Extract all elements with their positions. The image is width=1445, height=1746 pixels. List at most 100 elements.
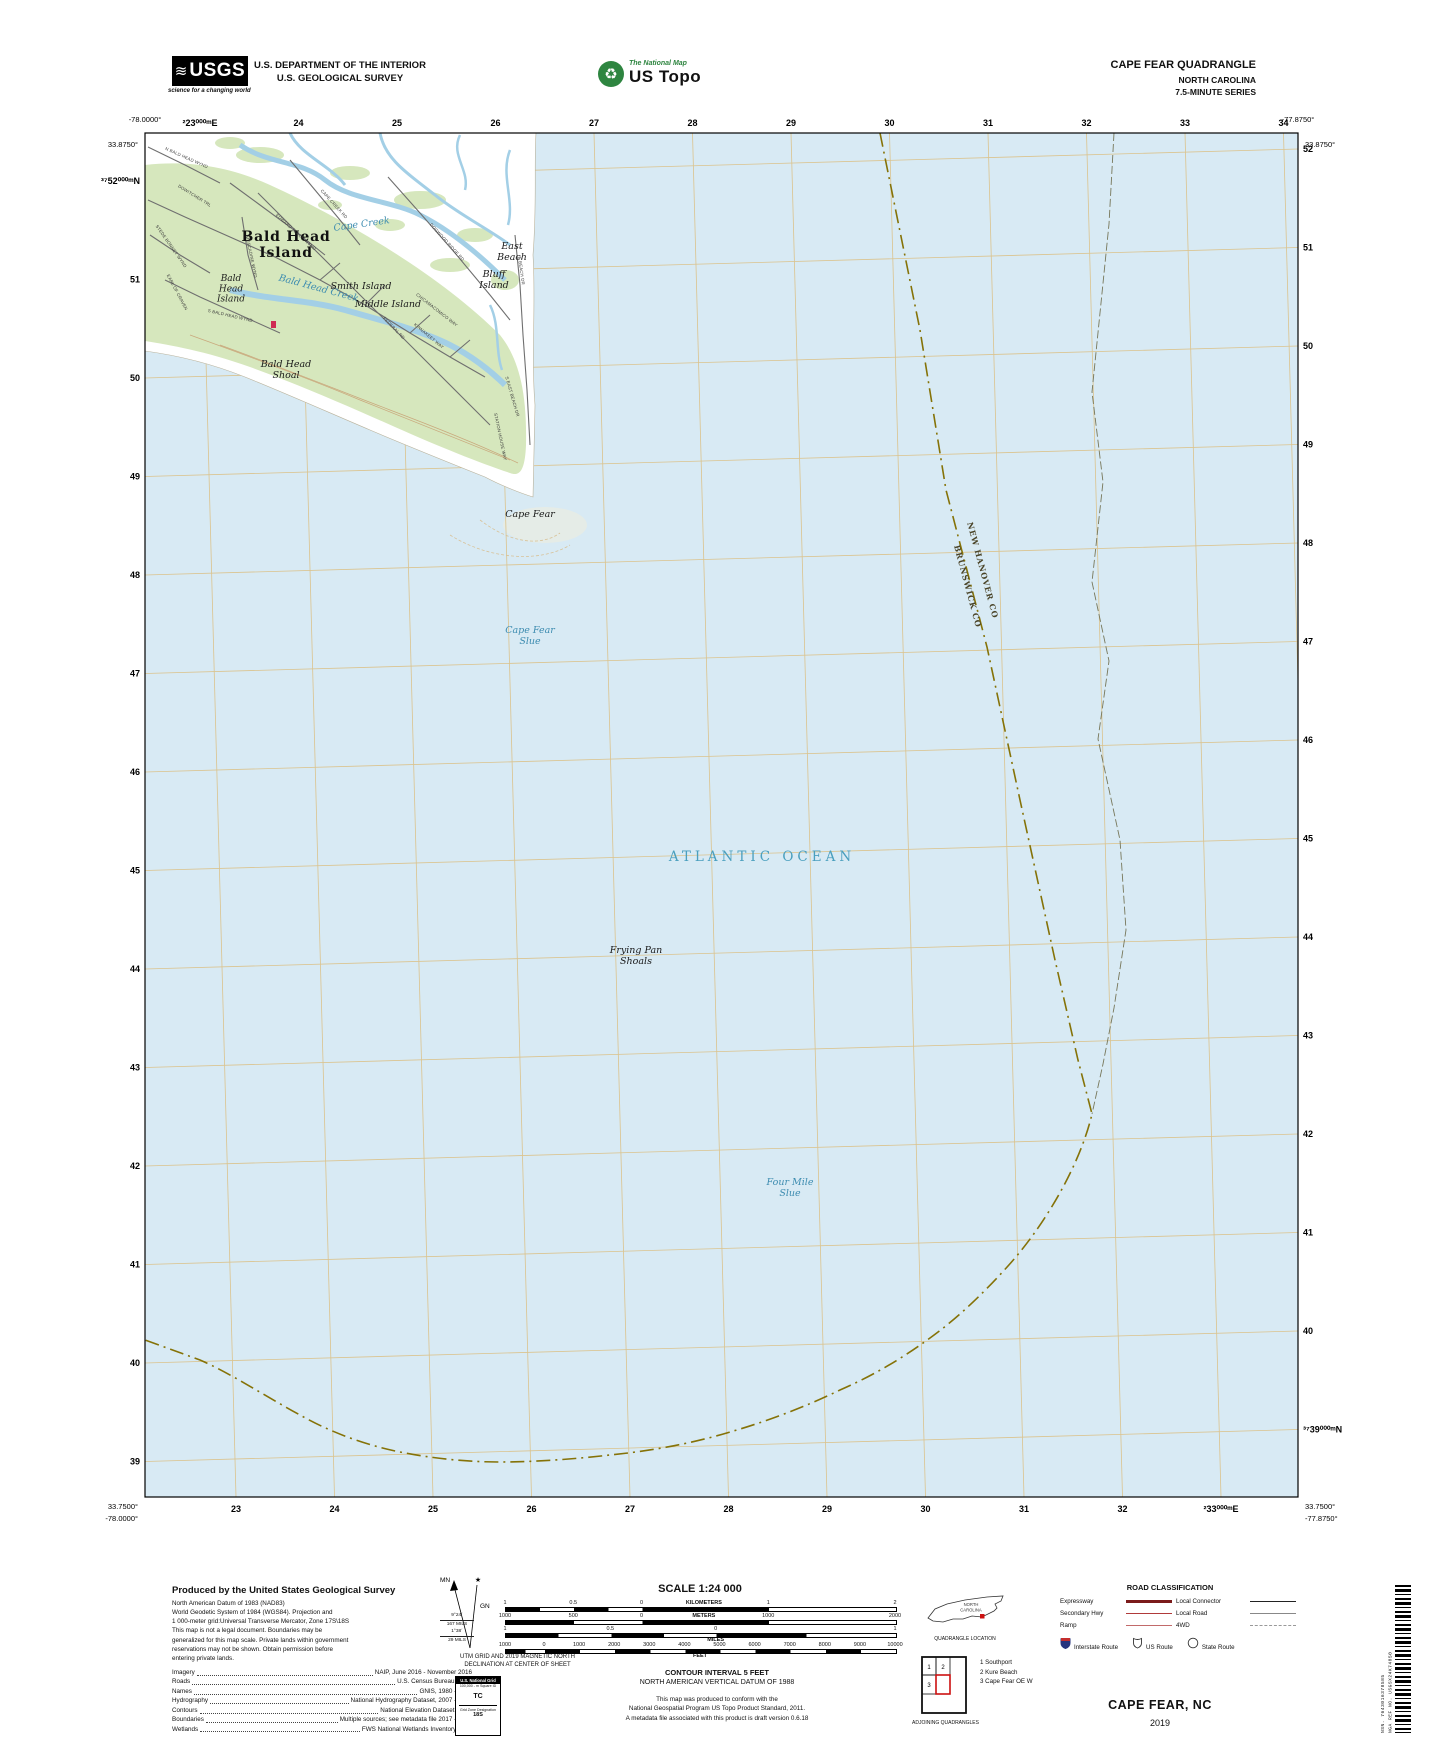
grid-line <box>145 542 1298 576</box>
scale-tick-label: 4000 <box>678 1642 691 1648</box>
roadclass-label: Local Connector <box>1176 1598 1222 1605</box>
producer-lines: North American Datum of 1983 (NAD83) Worl… <box>172 1599 472 1663</box>
roadclass-swatch <box>1126 1625 1172 1626</box>
place-label: Four Mile Slue <box>766 1177 814 1199</box>
scale-tick-label: 3000 <box>643 1642 656 1648</box>
dotted-leader <box>200 1731 360 1733</box>
place-label: Bluff Island <box>478 269 509 291</box>
contour-lines <box>189 334 519 464</box>
northing-label-left: 50 <box>130 373 140 383</box>
source-row: Roads U.S. Census Bureau, 2016 <box>172 1677 472 1686</box>
usng-divider <box>459 1705 497 1706</box>
easting-label-top: 26 <box>490 118 500 128</box>
road-network <box>147 146 531 446</box>
grid-line <box>145 1330 1298 1364</box>
grid-line <box>145 739 1298 773</box>
collar-labels: ²23⁰⁰⁰ᵐE 24 25 26 27 28 29 30 31 32 33 34 23 24 25 26 27… <box>101 115 1342 1523</box>
scale-tick-label: 1 <box>503 1600 507 1606</box>
grid-line <box>790 133 828 1497</box>
source-row: Contours National Elevation Dataset, 2008 <box>172 1706 472 1715</box>
mn-mils: 167 MILS <box>440 1619 474 1629</box>
road-classification-legend: ROAD CLASSIFICATION Expressway Local Conn… <box>1060 1583 1296 1651</box>
current-quad-cell <box>935 1674 951 1695</box>
adjoining-quad-name: 1 Southport <box>980 1659 1012 1666</box>
scale-tick-label: 1 <box>503 1626 507 1632</box>
scale-tick-label: 2000 <box>888 1613 902 1619</box>
roadclass-label: Expressway <box>1060 1598 1094 1605</box>
usgs-tagline: science for a changing world <box>168 88 251 94</box>
quad-series: 7.5-MINUTE SERIES <box>1175 87 1256 98</box>
scale-bar-feet: 1000 0 1000 2000 3000 4000 5000 6000 7000 8000 900… <box>499 1642 903 1659</box>
scale-tick-label: 7000 <box>783 1642 796 1648</box>
grid-line <box>987 133 1025 1497</box>
dotted-leader <box>210 1703 349 1705</box>
offshore-limit-line <box>1091 133 1127 1115</box>
northing-label-right: 43 <box>1303 1031 1313 1041</box>
state-route-label: State Route <box>1201 1644 1235 1651</box>
grid-line <box>145 838 1298 871</box>
easting-label-bottom: 32 <box>1117 1504 1127 1514</box>
easting-label-top: 32 <box>1081 118 1091 128</box>
northing-label-left: 46 <box>130 767 140 777</box>
gn-degrees: 1°38´ <box>451 1629 463 1635</box>
department-heading: U.S. DEPARTMENT OF THE INTERIOR U.S. GEO… <box>250 60 430 86</box>
northing-label-left: 42 <box>130 1161 140 1171</box>
conformance-note: This map was produced to conform with th… <box>567 1695 867 1723</box>
adjoining-quadrangles-diagram: 1 2 3 <box>921 1656 967 1714</box>
sheet-title-block: CAPE FEAR, NC 2019 <box>1080 1698 1240 1728</box>
northing-label-right: 45 <box>1303 834 1313 844</box>
quad-name: CAPE FEAR QUADRANGLE <box>1110 59 1256 71</box>
source-value: GNIS, 1980 - 2014 <box>419 1687 472 1695</box>
corner-coord: -78.0000° <box>105 1514 138 1523</box>
north-star-icon: ★ <box>475 1576 481 1584</box>
scale-tick-label: 500 <box>568 1613 578 1619</box>
barcode-bars-icon <box>1394 1585 1411 1733</box>
scale-tick-label: 1000 <box>762 1613 775 1619</box>
northing-label-right: 52 <box>1303 144 1313 154</box>
roadclass-label: Ramp <box>1060 1622 1077 1629</box>
easting-label-top: ²23⁰⁰⁰ᵐE <box>183 118 218 128</box>
place-label: ATLANTIC OCEAN <box>668 849 855 865</box>
vertical-datum: NORTH AMERICAN VERTICAL DATUM OF 1988 <box>639 1679 795 1686</box>
mn-arrowhead-icon <box>450 1580 458 1591</box>
northing-label-right: 46 <box>1303 735 1313 745</box>
place-label: Bald Head Shoal <box>260 359 311 381</box>
usng-square-id: TC <box>473 1693 483 1700</box>
gn-mils: 29 MILS <box>440 1636 474 1645</box>
source-row: Wetlands FWS National Wetlands Inventory … <box>172 1725 472 1734</box>
dotted-leader <box>205 1722 338 1723</box>
northing-label-left: 40 <box>130 1358 140 1368</box>
declination-diagram: ★ MN GN <box>440 1576 490 1649</box>
shoal-outline <box>449 519 571 557</box>
source-value: National Elevation Dataset, 2008 <box>380 1706 472 1714</box>
scale-tick-label: 1 <box>893 1626 897 1632</box>
producer-line: entering private lands. <box>172 1654 234 1662</box>
scale-tick-label: 0.5 <box>569 1600 578 1606</box>
northing-label-left: 51 <box>130 275 140 285</box>
conformance-line: A metadata file associated with this pro… <box>625 1714 809 1722</box>
grid-line <box>1184 133 1222 1497</box>
dotted-leader <box>193 1693 418 1695</box>
dept-line2: U.S. GEOLOGICAL SURVEY <box>276 72 404 84</box>
interstate-label: Interstate Route <box>1074 1644 1119 1651</box>
grid-line <box>889 133 926 1497</box>
usng-zone-label: Grid Zone Designation <box>460 1708 496 1712</box>
producer-line: generalized for this map scale. Private … <box>172 1636 349 1644</box>
mn-degrees: 9°24´ <box>451 1613 463 1618</box>
declination-caption-line1: UTM GRID AND 2019 MAGNETIC NORTH <box>460 1654 575 1660</box>
gn-label: GN <box>480 1603 490 1610</box>
scale-bar-strip <box>505 1607 897 1612</box>
scale-tick-label: 0.5 <box>606 1626 615 1632</box>
source-key: Wetlands <box>172 1725 199 1733</box>
structure-marker-icon <box>271 321 276 328</box>
northing-label-right: 47 <box>1303 637 1313 647</box>
corner-coord: 33.8750° <box>1305 140 1335 149</box>
scale-tick-label: 9000 <box>853 1642 867 1648</box>
corner-coord: 33.7500° <box>108 1502 138 1511</box>
us-route-label: US Route <box>1146 1644 1173 1651</box>
scale-tick-label: 10000 <box>887 1642 903 1648</box>
roadclass-swatch <box>1126 1600 1172 1603</box>
corner-coord: -77.8750° <box>1305 1514 1338 1523</box>
source-value: Multiple sources; see metadata file 2017… <box>339 1716 472 1724</box>
